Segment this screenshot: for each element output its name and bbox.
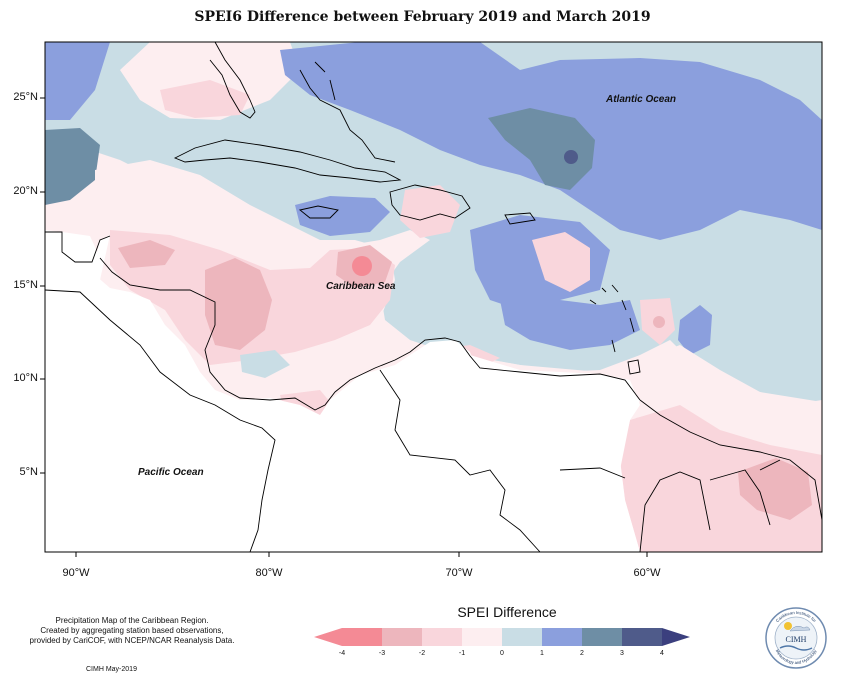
field-neg-guiana-over — [628, 408, 822, 552]
logo-text: CIMH — [786, 635, 807, 644]
field-neg-hispaniola — [400, 185, 460, 238]
field-pos-dark-atlantic — [488, 108, 595, 190]
field-neg-honduras — [205, 258, 272, 350]
coastlines — [44, 41, 823, 553]
map-title: SPEI6 Difference between February 2019 a… — [194, 9, 651, 25]
legend-tick-label: 1 — [540, 650, 544, 657]
field-min-center — [352, 256, 372, 276]
note-line: Created by aggregating station based obs… — [40, 626, 224, 635]
lat-tick-5: 5°N — [19, 466, 38, 478]
legend-swatch — [342, 628, 382, 646]
coast-mexico-yucatan — [45, 231, 111, 263]
field-neg-west — [118, 240, 175, 268]
legend-swatch — [382, 628, 422, 646]
cimh-logo: CIMH Caribbean Institute for Meteorology… — [765, 607, 827, 669]
coast-central-america — [99, 257, 641, 411]
note-line: provided by CariCOF, with NCEP/NCAR Rean… — [29, 636, 235, 645]
coast-puerto-rico — [504, 212, 536, 225]
lon-tick-70: 70°W — [445, 567, 473, 579]
legend-swatch — [582, 628, 622, 646]
legend-arrow-high — [662, 628, 690, 646]
field-max-atlantic — [564, 150, 578, 164]
map-credit: CIMH May-2019 — [86, 666, 137, 673]
land-mask-south-america — [360, 345, 640, 552]
legend-tick-label: -4 — [338, 650, 346, 657]
coast-pacific — [44, 289, 276, 553]
coast-hispaniola — [389, 184, 471, 221]
map-frame — [44, 41, 823, 553]
legend-tick-label: 0 — [500, 650, 504, 657]
field-pos-dark-west — [45, 128, 100, 205]
coast-bahamas — [299, 61, 396, 163]
note-line: Precipitation Map of the Caribbean Regio… — [55, 616, 209, 625]
legend-arrow-low — [314, 628, 342, 646]
lon-tick-60: 60°W — [633, 567, 661, 579]
logo-wave-icon — [779, 645, 813, 651]
legend-swatch — [622, 628, 662, 646]
label-atlantic-ocean: Atlantic Ocean — [606, 94, 677, 105]
legend-swatch — [462, 628, 502, 646]
lon-tick-90: 90°W — [62, 567, 90, 579]
logo-cloud-icon — [789, 625, 811, 632]
border-lines — [379, 369, 781, 553]
coast-cuba — [173, 139, 402, 183]
coast-trinidad — [627, 359, 641, 375]
label-pacific-ocean: Pacific Ocean — [138, 467, 204, 478]
coast-lesser-antilles — [589, 284, 635, 353]
field-layer — [45, 42, 822, 552]
legend-tick-label: 2 — [580, 650, 584, 657]
legend-tick-label: -2 — [418, 650, 426, 657]
field-pos-windward — [500, 300, 640, 350]
lat-tick-15: 15°N — [13, 279, 38, 291]
legend-swatch — [502, 628, 542, 646]
coast-jamaica — [298, 205, 339, 219]
lat-tick-20: 20°N — [13, 185, 38, 197]
coast-florida — [209, 41, 256, 119]
legend-tick-label: -3 — [378, 650, 386, 657]
legend-tick-label: 4 — [660, 650, 664, 657]
legend-colorbar — [314, 628, 690, 646]
field-pos-colombia — [240, 350, 290, 378]
field-pos-westcuba — [45, 42, 110, 120]
legend-swatch — [542, 628, 582, 646]
land-mask-yucatan-mexico — [45, 232, 110, 290]
lat-tick-10: 10°N — [13, 372, 38, 384]
field-neg-spot — [653, 316, 665, 328]
logo-sun-icon — [784, 622, 792, 630]
legend-swatch — [422, 628, 462, 646]
coast-south-america — [639, 399, 823, 521]
lat-tick-25: 25°N — [13, 91, 38, 103]
legend-title: SPEI Difference — [457, 604, 557, 620]
lon-tick-80: 80°W — [255, 567, 283, 579]
legend-tick-label: 3 — [620, 650, 624, 657]
field-neg-antilles — [532, 232, 590, 292]
label-caribbean-sea: Caribbean Sea — [326, 281, 396, 292]
tick-marks — [40, 97, 648, 557]
legend-tick-label: -1 — [458, 650, 466, 657]
map-notes: Precipitation Map of the Caribbean Regio… — [12, 616, 252, 646]
field-neg-guiana-core2 — [738, 458, 812, 520]
field-pos-east — [678, 305, 712, 355]
